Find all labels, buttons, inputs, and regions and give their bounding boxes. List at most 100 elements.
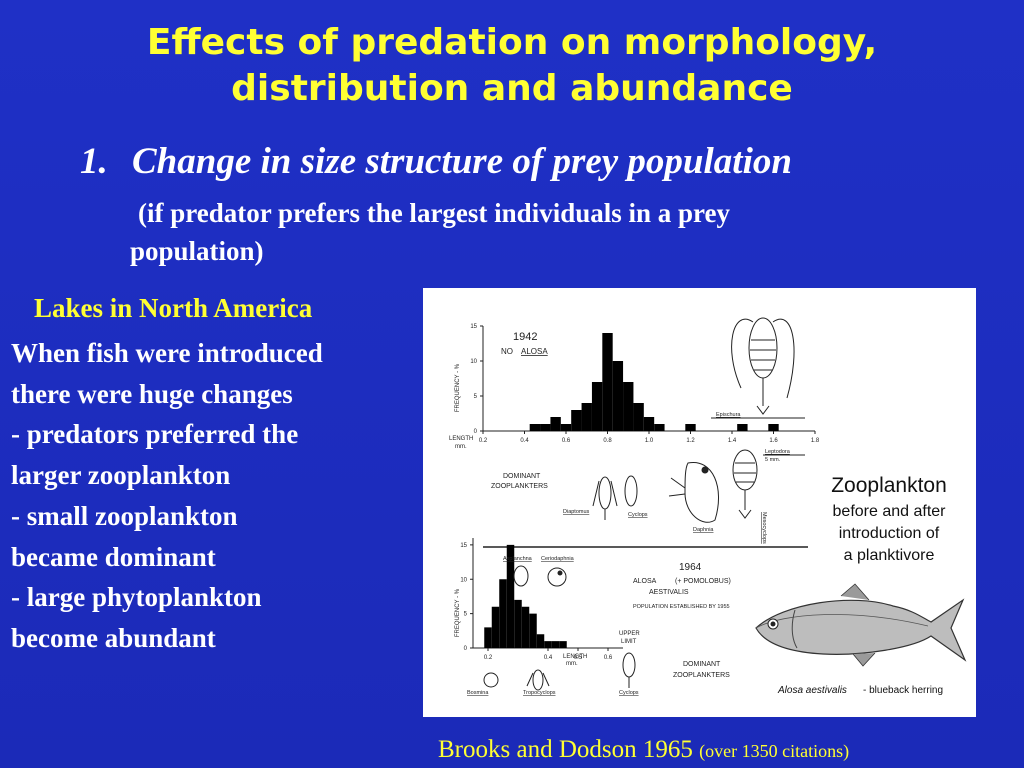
ceriodaphnia-drawing-icon (547, 567, 567, 587)
upper-limit-label: UPPER (619, 631, 640, 637)
parenthetical-note: (if predator prefers the largest individ… (130, 194, 920, 270)
top-length-label: LENGTH (449, 436, 473, 442)
top-chart-bar (685, 424, 696, 431)
species-label: Asplanchna (503, 556, 533, 562)
body-line: became dominant (11, 541, 216, 572)
top-chart-y-tick-label: 0 (474, 429, 478, 435)
subheading-number: 1. (80, 141, 108, 182)
title-line-2: distribution and abundance (231, 68, 793, 109)
bottom-dominant-label-2: ZOOPLANKTERS (673, 672, 730, 679)
bottom-chart-bar (536, 634, 545, 648)
top-chart-bar (571, 410, 582, 431)
top-chart-y-tick-label: 5 (474, 394, 478, 400)
top-chart-x-tick-label: 1.8 (811, 438, 820, 444)
bottom-chart-y-tick-label: 5 (464, 612, 468, 618)
species-label: Bosmina (467, 690, 489, 696)
bottom-chart-bar (499, 579, 507, 648)
top-no-label: NO (501, 347, 513, 356)
body-line: there were huge changes (11, 378, 293, 409)
bottom-established-label: POPULATION ESTABLISHED BY 1955 (633, 604, 730, 610)
bottom-y-axis-label: FREQUENCY - % (455, 588, 461, 637)
bottom-chart-bar (551, 641, 560, 648)
mesocyclops-drawing-icon (732, 449, 758, 519)
caption-line: introduction of (839, 525, 940, 542)
top-chart-bar (540, 424, 551, 431)
top-y-axis-label: FREQUENCY - % (455, 363, 461, 412)
body-line: When fish were introduced (11, 338, 323, 368)
top-chart-bar (612, 361, 624, 431)
bottom-chart-bar (544, 641, 552, 648)
diaptomus-drawing-icon (592, 475, 638, 520)
top-chart-bar (591, 382, 603, 431)
top-chart-x-tick-label: 1.0 (645, 438, 654, 444)
caption-box (808, 463, 976, 588)
top-chart-x-tick-label: 0.6 (562, 438, 571, 444)
bottom-chart-y-tick-label: 15 (460, 543, 467, 549)
top-chart-bar (737, 424, 748, 431)
top-chart-y-tick-label: 15 (470, 324, 477, 330)
fish-caption-species: Alosa aestivalis (777, 685, 847, 696)
top-chart-bar (633, 403, 644, 431)
bottom-chart-bar (484, 627, 492, 648)
bottom-chart-bar (529, 613, 537, 648)
bottom-chart-x-tick-label: 0.2 (484, 655, 493, 661)
bottom-chart-x-tick-label: 0.5 (574, 655, 583, 661)
bottom-chart-bar (521, 606, 530, 648)
tropocyclops-drawing-icon (526, 669, 550, 691)
bottom-chart-bar (514, 599, 522, 648)
top-chart-bar (529, 424, 541, 431)
bottom-length-label: LENGTH (563, 654, 587, 660)
bosmina-drawing-icon (483, 672, 499, 688)
body-text: When fish were introduced there were hug… (11, 333, 421, 659)
top-chart-bar (623, 382, 634, 431)
top-chart-x-tick-label: 1.2 (686, 438, 695, 444)
species-label: Mesocyclops (761, 512, 767, 544)
upper-limit-label: LIMIT (621, 639, 637, 645)
cyclops-drawing-icon (622, 652, 636, 688)
citation-note: (over 1350 citations) (699, 741, 850, 761)
body-line: - large phytoplankton (11, 582, 262, 613)
species-label: Leptodora (765, 449, 791, 455)
epischura-drawing-icon (731, 317, 795, 415)
caption-line: before and after (833, 503, 947, 520)
bottom-aestivalis-label: AESTIVALIS (649, 589, 689, 596)
top-chart-x-tick-label: 0.4 (520, 438, 529, 444)
caption-title: Zooplankton (831, 474, 947, 497)
caption-line: a planktivore (844, 547, 935, 564)
daphnia-drawing-icon (668, 462, 719, 523)
top-dominant-label-1: DOMINANT (503, 473, 541, 480)
species-label: Tropocyclops (523, 690, 556, 696)
top-chart-x-tick-label: 0.8 (603, 438, 612, 444)
bottom-year-label: 1964 (679, 562, 702, 573)
body-line: larger zooplankton (11, 460, 231, 491)
title-line-1: Effects of predation on morphology, (146, 22, 878, 63)
bottom-dominant-label-1: DOMINANT (683, 661, 721, 668)
top-year-label: 1942 (513, 331, 537, 343)
species-label: Cyclops (619, 690, 639, 696)
bottom-pomolobus-label: (+ POMOLOBUS) (675, 578, 731, 585)
fish-caption-common: - blueback herring (863, 685, 943, 696)
species-label: Epischura (716, 412, 741, 418)
top-chart-bar (581, 403, 592, 431)
bottom-chart-bar (506, 544, 515, 648)
top-chart-bar (550, 417, 561, 431)
body-line: become abundant (11, 622, 216, 653)
species-label: Diaptomus (563, 509, 590, 515)
bottom-chart-x-tick-label: 0.6 (604, 655, 613, 661)
top-chart-x-tick-label: 0.2 (479, 438, 488, 444)
top-chart-bar (643, 417, 655, 431)
top-chart-bar (560, 424, 572, 431)
paren-line-1: (if predator prefers the largest individ… (138, 198, 730, 228)
bottom-chart-x-tick-label: 0.4 (544, 655, 553, 661)
bottom-chart-y-tick-label: 10 (460, 577, 467, 583)
asplanchna-drawing-icon (513, 565, 529, 587)
top-chart-bar (768, 424, 779, 431)
bottom-chart-y-tick-label: 0 (464, 646, 468, 652)
top-chart-y-tick-label: 10 (470, 359, 477, 365)
bottom-length-unit: mm. (566, 661, 578, 667)
bottom-alosa-label: ALOSA (633, 578, 657, 585)
body-line: - small zooplankton (11, 500, 238, 531)
subheading: 1. Change in size structure of prey popul… (80, 140, 792, 184)
herring-fish-icon (755, 583, 967, 667)
